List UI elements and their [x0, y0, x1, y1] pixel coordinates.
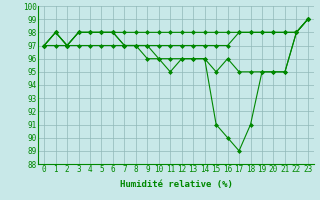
- X-axis label: Humidité relative (%): Humidité relative (%): [120, 180, 232, 189]
